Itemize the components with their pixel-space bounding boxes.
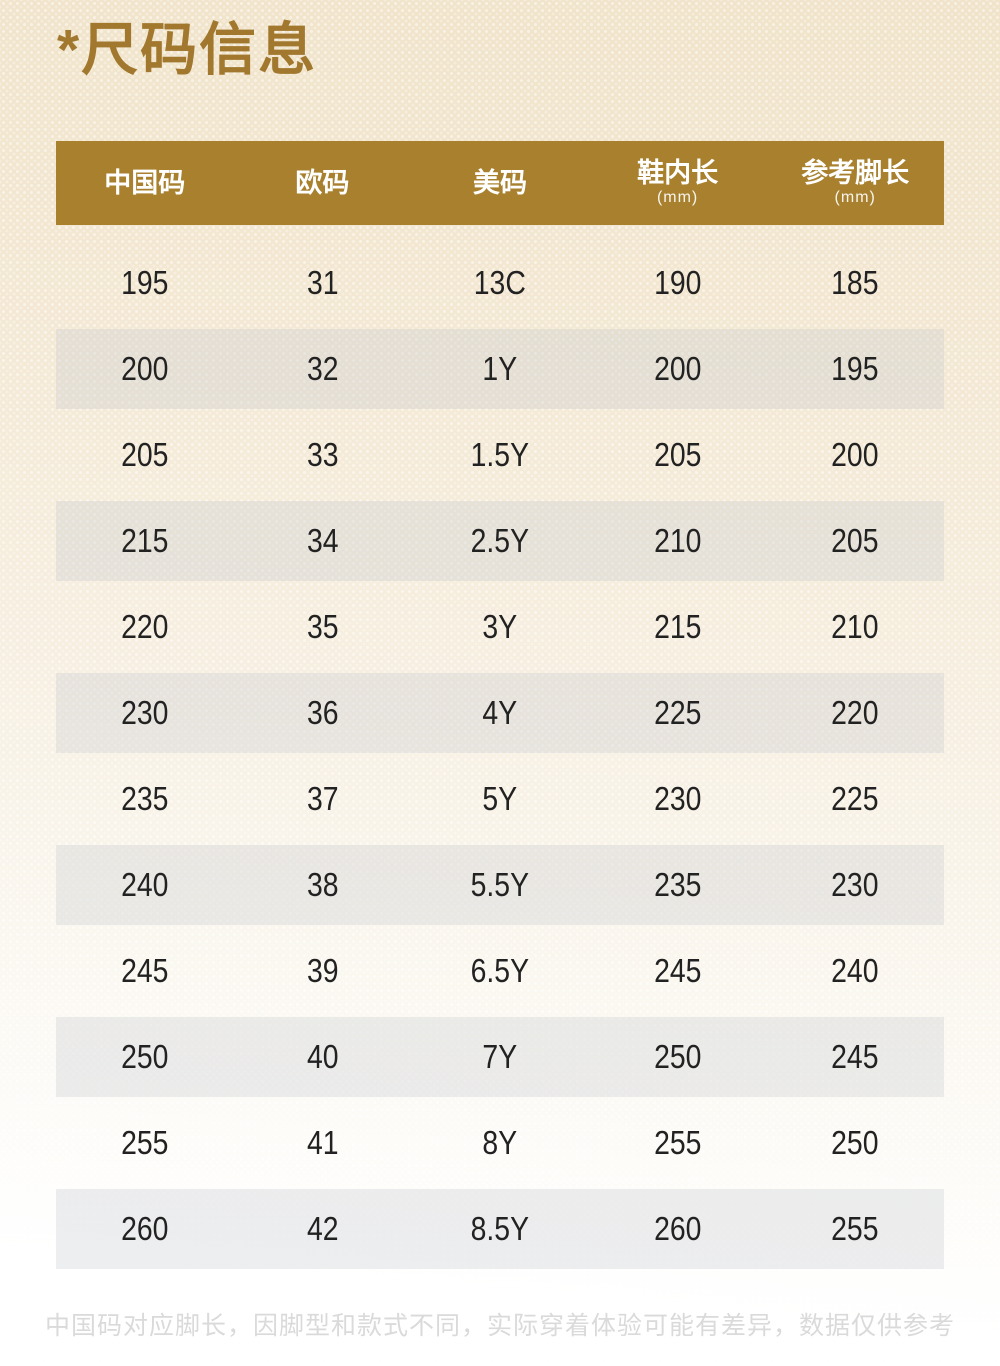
table-row: 220 35 3Y 215 210 — [56, 584, 944, 670]
size-table-header: 中国码 欧码 美码 鞋内长 (mm) 参考脚长 (mm) — [56, 141, 944, 225]
size-footnote: 中国码对应脚长，因脚型和款式不同，实际穿着体验可能有差异，数据仅供参考 — [44, 1312, 955, 1340]
cell-cn-size: 235 — [121, 780, 169, 817]
cell-us-size: 4Y — [482, 694, 518, 731]
cell-foot-length: 240 — [831, 952, 879, 989]
column-header-eu-size: 欧码 — [234, 169, 412, 197]
column-header-label: 参考脚长 — [801, 157, 910, 188]
table-row: 255 41 8Y 255 250 — [56, 1100, 944, 1186]
table-row: 250 40 7Y 250 245 — [56, 1014, 944, 1100]
table-row: 200 32 1Y 200 195 — [56, 326, 944, 412]
cell-us-size: 6.5Y — [470, 952, 530, 989]
table-row: 235 37 5Y 230 225 — [56, 756, 944, 842]
cell-us-size: 3Y — [482, 608, 518, 645]
cell-inner-length: 260 — [653, 1210, 702, 1247]
cell-eu-size: 34 — [306, 522, 339, 559]
cell-us-size: 5.5Y — [470, 866, 530, 903]
cell-inner-length: 215 — [653, 608, 702, 645]
column-unit-label: (mm) — [834, 189, 876, 207]
cell-foot-length: 195 — [831, 350, 879, 387]
cell-eu-size: 33 — [306, 436, 339, 473]
cell-inner-length: 245 — [653, 952, 702, 989]
cell-cn-size: 260 — [121, 1210, 169, 1247]
cell-us-size: 1.5Y — [470, 436, 530, 473]
table-row: 215 34 2.5Y 210 205 — [56, 498, 944, 584]
cell-cn-size: 255 — [121, 1124, 169, 1161]
size-table-body: 195 31 13C 190 185 200 32 1Y 200 195 205 33 1.5Y 205 2… — [56, 240, 944, 1272]
cell-foot-length: 205 — [831, 522, 879, 559]
cell-cn-size: 250 — [121, 1038, 169, 1075]
cell-foot-length: 200 — [831, 436, 879, 473]
cell-cn-size: 230 — [121, 694, 169, 731]
column-unit-label: (mm) — [656, 189, 699, 207]
table-row: 260 42 8.5Y 260 255 — [56, 1186, 944, 1272]
cell-eu-size: 38 — [306, 866, 339, 903]
table-row: 240 38 5.5Y 235 230 — [56, 842, 944, 928]
cell-cn-size: 220 — [121, 608, 169, 645]
cell-us-size: 8.5Y — [470, 1210, 530, 1247]
cell-us-size: 8Y — [482, 1124, 518, 1161]
cell-us-size: 5Y — [482, 780, 518, 817]
cell-foot-length: 245 — [831, 1038, 879, 1075]
column-header-label: 鞋内长 — [637, 157, 719, 188]
cell-us-size: 13C — [473, 264, 527, 301]
page-title: *尺码信息 — [57, 18, 318, 82]
cell-us-size: 2.5Y — [470, 522, 530, 559]
cell-cn-size: 205 — [121, 436, 169, 473]
column-header-us-size: 美码 — [411, 169, 589, 197]
cell-inner-length: 205 — [653, 436, 702, 473]
cell-foot-length: 210 — [831, 608, 879, 645]
cell-foot-length: 225 — [831, 780, 879, 817]
column-header-inner-length: 鞋内长 (mm) — [589, 159, 767, 207]
cell-us-size: 7Y — [482, 1038, 518, 1075]
cell-us-size: 1Y — [482, 350, 518, 387]
table-row: 205 33 1.5Y 205 200 — [56, 412, 944, 498]
cell-inner-length: 255 — [653, 1124, 702, 1161]
table-row: 230 36 4Y 225 220 — [56, 670, 944, 756]
cell-cn-size: 215 — [121, 522, 169, 559]
cell-eu-size: 35 — [306, 608, 339, 645]
column-header-label: 中国码 — [104, 167, 186, 198]
cell-foot-length: 255 — [831, 1210, 879, 1247]
cell-cn-size: 200 — [121, 350, 169, 387]
cell-eu-size: 31 — [306, 264, 339, 301]
cell-inner-length: 235 — [653, 866, 702, 903]
cell-inner-length: 210 — [653, 522, 702, 559]
cell-eu-size: 32 — [306, 350, 339, 387]
cell-inner-length: 250 — [653, 1038, 702, 1075]
cell-inner-length: 200 — [653, 350, 702, 387]
cell-eu-size: 40 — [306, 1038, 339, 1075]
cell-eu-size: 36 — [306, 694, 339, 731]
cell-eu-size: 41 — [306, 1124, 339, 1161]
column-header-label: 欧码 — [295, 167, 350, 198]
cell-cn-size: 240 — [121, 866, 169, 903]
column-header-cn-size: 中国码 — [56, 169, 234, 197]
cell-foot-length: 230 — [831, 866, 879, 903]
cell-inner-length: 190 — [653, 264, 702, 301]
cell-foot-length: 220 — [831, 694, 879, 731]
cell-foot-length: 250 — [831, 1124, 879, 1161]
size-table: 中国码 欧码 美码 鞋内长 (mm) 参考脚长 (mm) 195 31 13C 190 185 200… — [56, 141, 944, 1272]
table-row: 245 39 6.5Y 245 240 — [56, 928, 944, 1014]
column-header-foot-length: 参考脚长 (mm) — [766, 159, 944, 207]
column-header-label: 美码 — [472, 167, 527, 198]
cell-inner-length: 230 — [653, 780, 702, 817]
cell-eu-size: 37 — [306, 780, 339, 817]
cell-foot-length: 185 — [831, 264, 879, 301]
cell-cn-size: 195 — [121, 264, 169, 301]
cell-inner-length: 225 — [653, 694, 702, 731]
cell-eu-size: 39 — [306, 952, 339, 989]
cell-eu-size: 42 — [306, 1210, 339, 1247]
cell-cn-size: 245 — [121, 952, 169, 989]
table-row: 195 31 13C 190 185 — [56, 240, 944, 326]
